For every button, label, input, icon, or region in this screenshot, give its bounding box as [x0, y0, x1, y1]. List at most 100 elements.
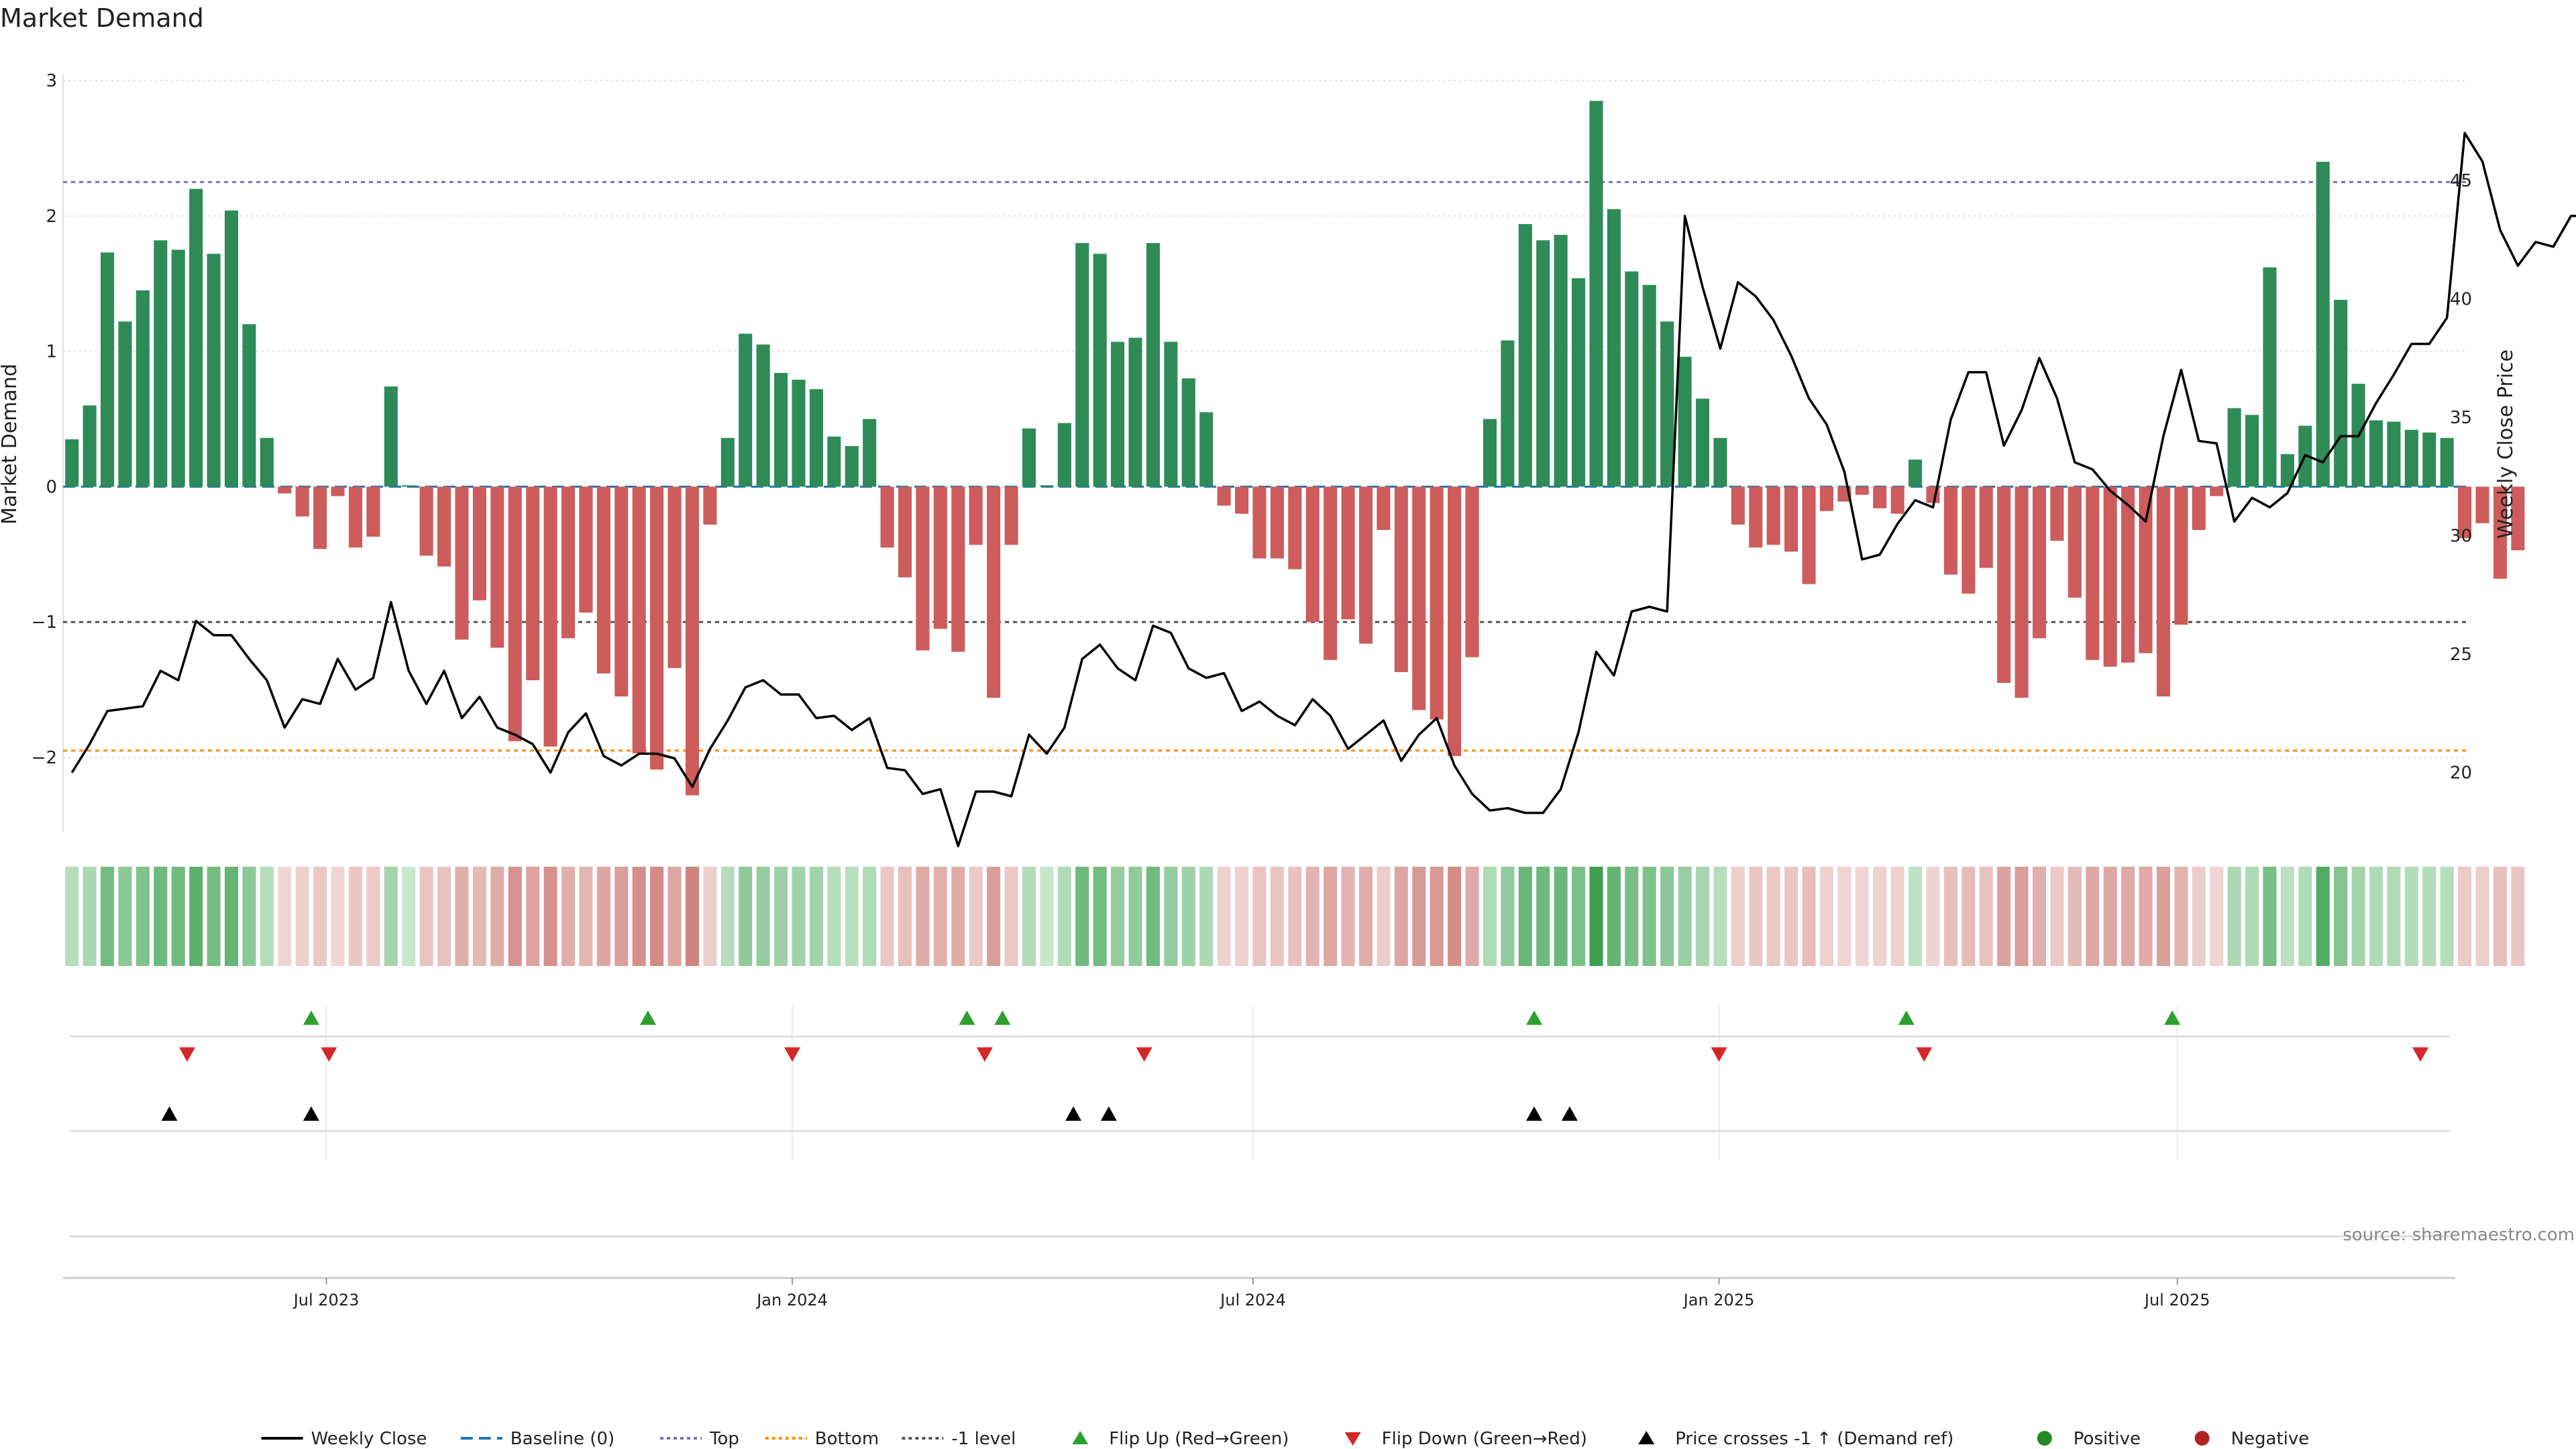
- demand-bar: [1234, 486, 1249, 514]
- y-axis-left: 3 2 1 0 −1 −2: [32, 71, 57, 768]
- heat-cell: [720, 867, 735, 966]
- demand-bar: [419, 486, 433, 556]
- demand-bar: [596, 486, 610, 674]
- heat-cell: [1695, 867, 1710, 966]
- demand-bar: [1660, 321, 1674, 487]
- heat-cell: [1536, 867, 1550, 966]
- heat-cell: [1341, 867, 1355, 966]
- y2-tick-label: 30: [2450, 527, 2472, 547]
- demand-bar: [2369, 420, 2383, 487]
- demand-bar: [1979, 486, 1993, 568]
- legend-swatch: [1072, 1431, 1089, 1444]
- demand-bar: [2210, 486, 2224, 496]
- heat-cell: [1377, 867, 1391, 966]
- demand-bar: [2493, 486, 2507, 579]
- heat-cell: [2086, 867, 2100, 966]
- legend-item: Positive: [2037, 1429, 2141, 1449]
- heat-cell: [1004, 867, 1018, 966]
- heat-cell: [384, 867, 398, 966]
- heat-cell: [1040, 867, 1054, 966]
- demand-bar: [880, 486, 894, 548]
- demand-bar: [1324, 486, 1338, 660]
- legend: Weekly Close Baseline (0) Top Bottom -1 leve…: [261, 1429, 2310, 1449]
- heat-cell: [1819, 867, 1833, 966]
- heat-cell: [1358, 867, 1373, 966]
- demand-bar: [1358, 486, 1373, 644]
- demand-bar: [402, 485, 416, 487]
- demand-bar: [171, 250, 185, 487]
- demand-bar: [1288, 486, 1302, 570]
- demand-bar: [898, 486, 912, 578]
- heat-cell: [614, 867, 629, 966]
- heat-cell: [419, 867, 433, 966]
- demand-bar: [933, 486, 947, 629]
- demand-bar: [65, 439, 79, 487]
- flip-down-marker: [1711, 1047, 1727, 1062]
- demand-bar: [2511, 486, 2525, 551]
- heat-cell: [951, 867, 965, 966]
- heat-cell: [1979, 867, 1993, 966]
- heat-cell: [1607, 867, 1621, 966]
- heat-cell: [2192, 867, 2206, 966]
- demand-bar: [2404, 429, 2418, 487]
- price-cross-marker: [1065, 1106, 1082, 1121]
- y2-axis-label: Weekly Close Price: [2494, 350, 2518, 539]
- heat-cell: [1448, 867, 1462, 966]
- demand-bar: [1430, 486, 1444, 720]
- flip-up-marker: [2164, 1010, 2181, 1025]
- heat-cell: [1837, 867, 1851, 966]
- heat-cell: [1713, 867, 1727, 966]
- heat-cell: [1873, 867, 1887, 966]
- demand-bar: [1642, 284, 1656, 487]
- demand-bar: [1589, 101, 1603, 487]
- heat-cell: [2227, 867, 2241, 966]
- heat-cell: [366, 867, 380, 966]
- heat-cell: [1766, 867, 1780, 966]
- demand-bar: [1943, 486, 1957, 575]
- heat-cell: [739, 867, 753, 966]
- legend-swatch: [1638, 1431, 1655, 1444]
- flip-up-marker: [639, 1010, 656, 1025]
- weekly-close-line: [70, 131, 2576, 847]
- heat-cell: [1075, 867, 1089, 966]
- demand-bar: [1075, 243, 1089, 487]
- demand-bar: [1217, 486, 1231, 506]
- flip-up-marker: [1898, 1010, 1915, 1025]
- heat-cell: [1483, 867, 1497, 966]
- demand-bar: [1146, 243, 1160, 487]
- demand-bar: [83, 405, 97, 487]
- demand-bar: [2050, 486, 2064, 541]
- demand-bar: [295, 486, 309, 517]
- demand-bar: [1819, 486, 1833, 511]
- demand-bar: [224, 210, 239, 487]
- demand-bar: [136, 290, 150, 487]
- demand-bar: [1784, 486, 1799, 552]
- heat-cell: [2440, 867, 2454, 966]
- flip-up-marker: [994, 1010, 1011, 1025]
- demand-bar: [561, 486, 576, 639]
- heat-cell: [650, 867, 664, 966]
- heat-cell: [2316, 867, 2330, 966]
- heat-cell: [295, 867, 309, 966]
- chart-title: Market Demand: [0, 3, 204, 33]
- legend-item: Flip Down (Green→Red): [1344, 1429, 1587, 1449]
- heat-cell: [579, 867, 593, 966]
- demand-bar: [2263, 267, 2277, 487]
- demand-bar: [1713, 437, 1727, 487]
- heat-cell: [1093, 867, 1107, 966]
- heat-cell: [774, 867, 788, 966]
- demand-bar: [1483, 419, 1497, 487]
- heat-cell: [2245, 867, 2259, 966]
- source-note: source: sharemaestro.com: [2343, 1225, 2575, 1245]
- legend-label: Negative: [2231, 1429, 2310, 1449]
- demand-bar: [366, 486, 380, 537]
- heat-cell: [1146, 867, 1160, 966]
- heat-cell: [792, 867, 806, 966]
- demand-bar: [1607, 209, 1621, 487]
- demand-bar: [1571, 278, 1586, 487]
- y2-tick-label: 45: [2450, 171, 2472, 191]
- heat-cell: [189, 867, 203, 966]
- heat-cell: [596, 867, 610, 966]
- demand-bar: [1855, 486, 1869, 495]
- heat-cell: [242, 867, 256, 966]
